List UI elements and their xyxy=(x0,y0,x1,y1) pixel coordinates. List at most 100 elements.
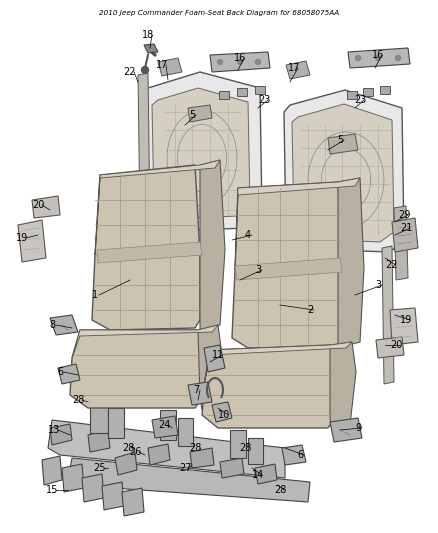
Polygon shape xyxy=(88,430,110,452)
Polygon shape xyxy=(50,315,78,335)
Text: 23: 23 xyxy=(354,95,366,105)
Polygon shape xyxy=(188,382,212,405)
Polygon shape xyxy=(212,402,232,422)
Text: 9: 9 xyxy=(355,423,361,433)
Polygon shape xyxy=(160,410,176,440)
Text: 7: 7 xyxy=(193,385,199,395)
Polygon shape xyxy=(158,58,182,76)
Text: 22: 22 xyxy=(124,67,136,77)
Polygon shape xyxy=(148,444,170,465)
Polygon shape xyxy=(255,86,265,94)
Text: 14: 14 xyxy=(252,470,264,480)
Text: 21: 21 xyxy=(400,223,412,233)
Polygon shape xyxy=(152,88,250,218)
Circle shape xyxy=(375,55,381,61)
Polygon shape xyxy=(255,464,277,484)
Text: 28: 28 xyxy=(72,395,84,405)
Polygon shape xyxy=(390,308,418,345)
Polygon shape xyxy=(102,482,124,510)
Text: 3: 3 xyxy=(375,280,381,290)
Text: 13: 13 xyxy=(48,425,60,435)
Polygon shape xyxy=(348,48,410,68)
Polygon shape xyxy=(200,160,225,330)
Text: 29: 29 xyxy=(398,210,410,220)
Polygon shape xyxy=(95,160,220,255)
Text: 4: 4 xyxy=(245,230,251,240)
Polygon shape xyxy=(97,242,202,263)
Text: 10: 10 xyxy=(218,410,230,420)
Polygon shape xyxy=(143,72,262,230)
Circle shape xyxy=(141,67,148,74)
Polygon shape xyxy=(18,220,46,262)
Polygon shape xyxy=(363,88,373,96)
Polygon shape xyxy=(347,91,357,99)
Polygon shape xyxy=(198,325,222,410)
Text: 15: 15 xyxy=(46,485,58,495)
Text: 5: 5 xyxy=(189,110,195,120)
Circle shape xyxy=(255,60,261,64)
Polygon shape xyxy=(382,246,394,384)
Polygon shape xyxy=(62,464,84,492)
Circle shape xyxy=(356,55,360,61)
Polygon shape xyxy=(210,52,270,72)
Polygon shape xyxy=(138,73,150,222)
Polygon shape xyxy=(50,424,72,445)
Polygon shape xyxy=(108,408,124,438)
Polygon shape xyxy=(230,430,246,458)
Polygon shape xyxy=(72,325,218,358)
Text: 28: 28 xyxy=(122,443,134,453)
Polygon shape xyxy=(394,206,408,280)
Polygon shape xyxy=(338,178,364,348)
Text: 28: 28 xyxy=(274,485,286,495)
Polygon shape xyxy=(237,88,247,96)
Polygon shape xyxy=(232,182,342,348)
Text: 20: 20 xyxy=(390,340,402,350)
Text: 17: 17 xyxy=(156,60,168,70)
Polygon shape xyxy=(202,345,338,428)
Text: 23: 23 xyxy=(258,95,270,105)
Text: 19: 19 xyxy=(16,233,28,243)
Text: 18: 18 xyxy=(142,30,154,40)
Text: 17: 17 xyxy=(288,63,300,73)
Polygon shape xyxy=(82,474,104,502)
Polygon shape xyxy=(152,416,178,438)
Polygon shape xyxy=(330,418,362,442)
Polygon shape xyxy=(284,90,404,252)
Text: 19: 19 xyxy=(400,315,412,325)
Polygon shape xyxy=(188,105,212,122)
Text: 24: 24 xyxy=(158,420,170,430)
Polygon shape xyxy=(92,165,200,330)
Polygon shape xyxy=(48,420,285,478)
Text: 25: 25 xyxy=(94,463,106,473)
Polygon shape xyxy=(380,86,390,94)
Text: 2: 2 xyxy=(307,305,313,315)
Polygon shape xyxy=(68,458,310,502)
Polygon shape xyxy=(248,438,263,464)
Polygon shape xyxy=(328,134,358,154)
Polygon shape xyxy=(235,258,342,280)
Polygon shape xyxy=(392,218,418,252)
Text: 3: 3 xyxy=(255,265,261,275)
Text: 16: 16 xyxy=(234,53,246,63)
Text: 20: 20 xyxy=(32,200,44,210)
Text: 6: 6 xyxy=(57,367,63,377)
Polygon shape xyxy=(205,342,352,380)
Circle shape xyxy=(237,60,243,64)
Polygon shape xyxy=(235,178,360,270)
Text: 26: 26 xyxy=(129,447,141,457)
Text: 28: 28 xyxy=(239,443,251,453)
Text: 28: 28 xyxy=(189,443,201,453)
Polygon shape xyxy=(90,398,108,433)
Polygon shape xyxy=(115,452,137,475)
Text: 2010 Jeep Commander Foam-Seat Back Diagram for 68058075AA: 2010 Jeep Commander Foam-Seat Back Diagr… xyxy=(99,10,339,16)
Polygon shape xyxy=(190,448,214,468)
Polygon shape xyxy=(70,330,205,408)
Text: 16: 16 xyxy=(372,50,384,60)
Polygon shape xyxy=(292,104,394,242)
Polygon shape xyxy=(178,418,193,446)
Polygon shape xyxy=(282,445,306,465)
Polygon shape xyxy=(376,337,404,358)
Polygon shape xyxy=(330,342,356,430)
Polygon shape xyxy=(286,61,310,79)
Polygon shape xyxy=(219,91,229,99)
